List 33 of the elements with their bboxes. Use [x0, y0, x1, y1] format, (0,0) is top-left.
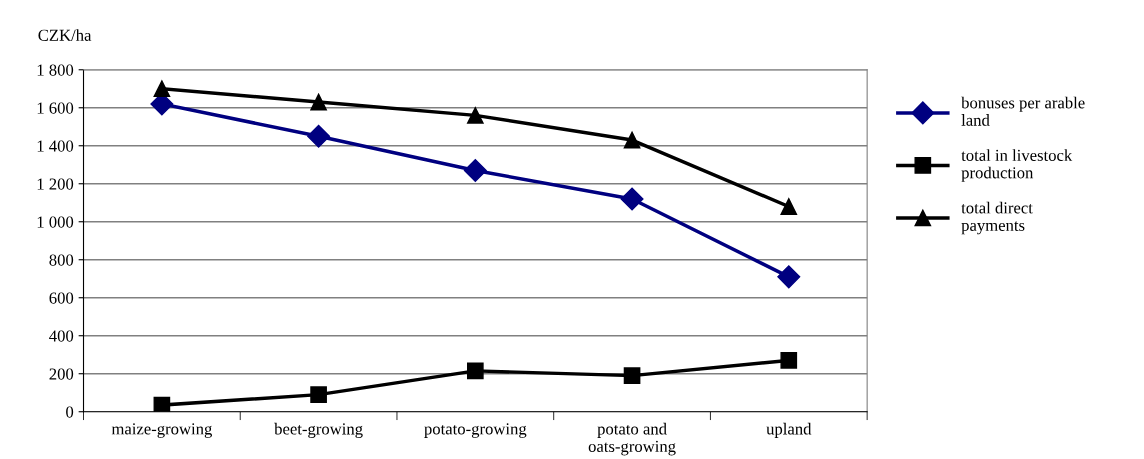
point [623, 367, 641, 384]
x-tick-label: maize-growing [111, 423, 212, 438]
x-tick-label: beet-growing [274, 422, 363, 438]
point [623, 131, 641, 149]
legend-label: total direct payments [961, 201, 1033, 235]
point [463, 158, 487, 182]
y-tick-label: 800 [49, 254, 74, 266]
y-tick-label: 400 [49, 330, 74, 342]
point [620, 187, 644, 211]
x-tick-label: potato-growing [424, 423, 527, 438]
y-tick-label: 1 200 [37, 178, 74, 190]
y-tick-label: 1 600 [37, 102, 74, 114]
y-tick-label: 1 800 [37, 64, 74, 76]
y-tick-label: 1 400 [37, 140, 74, 152]
point [310, 386, 327, 403]
point [780, 352, 798, 369]
point [153, 80, 171, 98]
point [466, 107, 484, 124]
point [777, 265, 801, 289]
point [307, 124, 331, 148]
legend-label: total in livestock production [961, 149, 1073, 182]
y-tick-label: 600 [49, 292, 74, 304]
point [466, 362, 484, 380]
y-tick-label: 1 000 [37, 216, 74, 228]
y-tick-label: 200 [49, 368, 74, 380]
x-tick-label: potato and oats-growing [588, 422, 676, 456]
y-tick-label: 0 [66, 406, 74, 418]
point [780, 198, 798, 215]
y-axis-title: CZK/ha [38, 29, 92, 41]
point [310, 93, 327, 111]
point [153, 396, 171, 412]
x-tick-label: upland [766, 422, 812, 438]
legend-label: bonuses per arable land [961, 96, 1085, 126]
